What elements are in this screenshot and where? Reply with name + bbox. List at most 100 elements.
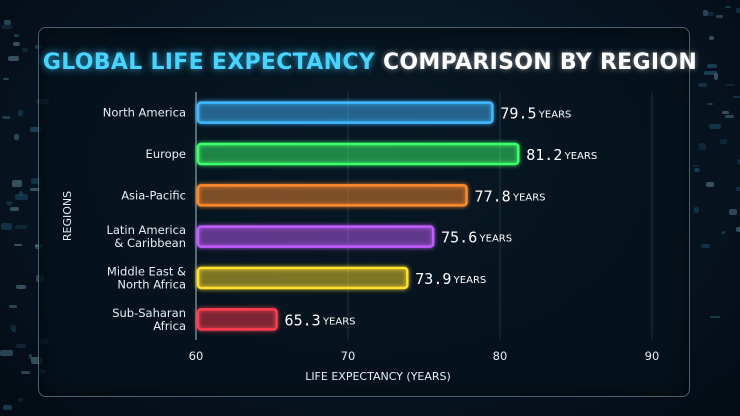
value-label: 81.2 [526,146,562,164]
background-light [3,404,12,410]
background-light [694,167,699,173]
background-light [29,127,42,133]
x-tick-label: 70 [341,349,356,363]
category-label: Latin America [106,223,186,237]
background-light [714,73,718,80]
category-label: & Caribbean [114,236,186,250]
value-label: 73.9 [415,270,451,288]
background-light [29,354,33,359]
background-light [1,25,12,30]
background-light [709,36,714,41]
value-unit: YEARS [322,316,356,327]
background-light [698,143,707,150]
title-highlight: GLOBAL LIFE EXPECTANCY [42,50,375,75]
category-label: Sub-Saharan [112,306,186,320]
y-axis-label: REGIONS [61,191,74,241]
background-light [736,187,740,192]
background-light [6,200,13,205]
x-axis-label: LIFE EXPECTANCY (YEARS) [305,370,451,383]
background-light [17,109,23,116]
value-unit: YEARS [512,192,546,203]
background-light [17,397,23,402]
bar [196,308,278,331]
bar [196,225,435,248]
background-light [11,328,17,332]
background-light [0,350,14,357]
background-light [735,226,740,232]
background-light [12,179,22,187]
background-light [10,206,19,212]
background-light [722,230,726,235]
background-light [720,138,727,144]
background-light [13,42,21,46]
background-light [695,168,701,173]
background-light [693,165,700,168]
background-light [14,33,19,37]
background-light [30,187,41,192]
value-label: 79.5 [500,105,536,123]
background-light [700,243,711,249]
background-light [14,194,28,200]
value-unit: YEARS [538,110,572,121]
background-light [707,103,713,106]
bar [196,184,468,207]
background-light [14,133,19,141]
background-light [8,55,19,61]
title-rest: COMPARISON BY REGION [382,50,698,75]
x-tick-label: 90 [645,349,660,363]
background-light [710,315,720,319]
background-light [20,370,31,375]
category-label: Middle East & [107,265,186,279]
background-light [10,325,16,331]
chart-panel [38,27,690,397]
background-light [725,5,731,9]
background-light [705,12,714,17]
background-light [30,357,44,364]
chart-title: GLOBAL LIFE EXPECTANCY COMPARISON BY REG… [0,50,740,75]
value-unit: YEARS [564,151,598,162]
background-light [721,111,729,114]
background-light [31,178,42,185]
background-light [704,70,717,76]
background-light [725,114,735,118]
category-label: Africa [153,319,186,333]
background-light [735,8,740,14]
category-label: Asia-Pacific [121,188,186,202]
x-tick-label: 60 [189,349,204,363]
background-light [6,201,13,206]
bar [196,142,520,166]
background-light [706,182,715,187]
background-light [14,243,22,247]
value-label: 65.3 [285,311,321,329]
value-unit: YEARS [479,234,513,245]
background-light [724,83,735,87]
background-light [15,343,27,349]
background-light [698,83,707,87]
background-light [2,116,10,119]
background-light [3,19,11,26]
background-light [19,190,23,196]
background-light [706,63,718,68]
value-label: 75.6 [441,229,477,247]
category-label: North America [103,106,186,120]
background-light [2,77,9,80]
background-light [737,159,740,166]
background-light [733,95,740,99]
bar [196,266,409,290]
background-light [703,10,708,16]
bar [196,101,494,124]
background-light [729,208,737,216]
x-tick-label: 80 [493,349,508,363]
background-light [708,124,721,130]
value-label: 77.8 [475,187,511,205]
background-light [9,304,18,308]
background-light [22,48,28,53]
background-light [15,224,28,230]
background-light [715,14,723,18]
category-label: Europe [146,147,186,161]
background-light [0,223,13,230]
value-unit: YEARS [453,275,487,286]
background-light [693,207,700,213]
category-label: North Africa [117,278,186,292]
